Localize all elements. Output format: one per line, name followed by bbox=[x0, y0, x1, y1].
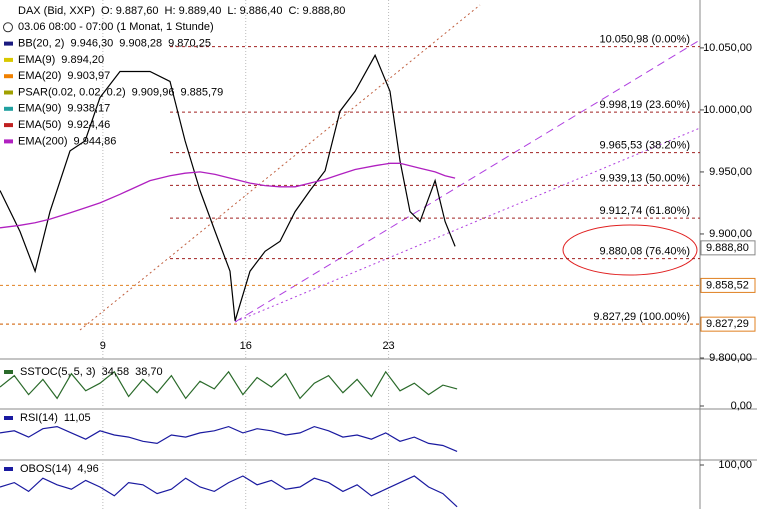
legend-swatch bbox=[4, 74, 13, 79]
trend-lines bbox=[79, 4, 701, 331]
fib-label: 9.827,29 (100.00%) bbox=[593, 311, 690, 323]
title: DAX (Bid, XXP) bbox=[18, 5, 95, 17]
legend-swatch bbox=[4, 57, 13, 62]
legend-swatch bbox=[4, 41, 13, 46]
legend-swatch bbox=[4, 123, 13, 128]
legend-swatch bbox=[4, 106, 13, 111]
highlight-ellipse bbox=[562, 224, 698, 276]
clock-icon bbox=[3, 22, 13, 33]
legend-text: 38,70 bbox=[135, 366, 163, 378]
y-tick-label: 10.000,00 bbox=[703, 104, 752, 116]
price-marker bbox=[700, 277, 756, 293]
y-tick-label: 10.050,00 bbox=[703, 42, 752, 54]
x-tick-label: 16 bbox=[240, 340, 252, 352]
fib-label: 9.912,74 (61.80%) bbox=[599, 205, 690, 217]
fib-label: 9.880,08 (76.40%) bbox=[599, 246, 690, 258]
legend-swatch bbox=[4, 90, 13, 95]
reading: L: 9.886,40 bbox=[227, 5, 282, 17]
legend-text: 9.924,46 bbox=[67, 119, 110, 131]
legend-text: RSI(14) bbox=[20, 412, 58, 424]
legend-text: 9.870,25 bbox=[168, 38, 211, 50]
legend-text: 9.944,86 bbox=[74, 135, 117, 147]
legend-text: EMA(9) bbox=[18, 54, 55, 66]
legend-swatch bbox=[4, 139, 13, 144]
line-series bbox=[0, 370, 458, 400]
y-tick-label: 0,00 bbox=[731, 400, 752, 412]
legend-text: 9.946,30 bbox=[70, 38, 113, 50]
reading: C: 9.888,80 bbox=[288, 5, 345, 17]
fib-label: 10.050,98 (0.00%) bbox=[599, 34, 690, 46]
legend-text: EMA(90) bbox=[18, 103, 61, 115]
legend-swatch bbox=[4, 416, 13, 420]
fib-label: 9.939,13 (50.00%) bbox=[599, 172, 690, 184]
legend-swatch bbox=[4, 370, 13, 374]
legend-text: 9.885,79 bbox=[180, 86, 223, 98]
line-series bbox=[0, 425, 458, 452]
legend-text: 9.908,28 bbox=[119, 38, 162, 50]
price-marker-label: 9.827,29 bbox=[706, 318, 749, 330]
line-series bbox=[0, 53, 456, 321]
price-marker-label: 9.888,80 bbox=[706, 242, 749, 254]
legend-text: EMA(20) bbox=[18, 70, 61, 82]
legend-text: 11,05 bbox=[64, 412, 91, 424]
fib-label: 9.998,19 (23.60%) bbox=[599, 99, 690, 111]
legend-text: 9.938,17 bbox=[67, 103, 110, 115]
legend-text: OBOS(14) bbox=[20, 463, 71, 475]
reading: O: 9.887,60 bbox=[101, 5, 159, 17]
line-series bbox=[0, 162, 456, 229]
legend-text: EMA(200) bbox=[18, 135, 68, 147]
price-marker bbox=[700, 240, 756, 256]
y-tick-label: 9.800,00 bbox=[709, 352, 752, 364]
price-marker-label: 9.858,52 bbox=[706, 279, 749, 291]
legend-text: 9.894,20 bbox=[61, 54, 104, 66]
y-tick-label: 9.900,00 bbox=[709, 228, 752, 240]
trend-line bbox=[234, 127, 701, 323]
y-tick-label: 9.950,00 bbox=[709, 166, 752, 178]
price-marker bbox=[700, 316, 756, 332]
reading: H: 9.889,40 bbox=[165, 5, 222, 17]
fib-label: 9.965,53 (38.20%) bbox=[599, 140, 690, 152]
legend-swatch bbox=[4, 467, 13, 471]
legend-text: 4,96 bbox=[77, 463, 98, 475]
legend-text: BB(20, 2) bbox=[18, 38, 64, 50]
trend-line bbox=[79, 4, 481, 331]
line-series bbox=[0, 475, 458, 508]
y-tick-label: 100,00 bbox=[718, 459, 752, 471]
legend-text: EMA(50) bbox=[18, 119, 61, 131]
legend-text: PSAR(0.02, 0.02, 0.2) bbox=[18, 86, 126, 98]
legend-text: 34,58 bbox=[102, 366, 130, 378]
subtitle: 03.06 08:00 - 07:00 (1 Monat, 1 Stunde) bbox=[18, 21, 214, 33]
x-tick-label: 9 bbox=[100, 340, 106, 352]
legend-text: SSTOC(5, 5, 3) bbox=[20, 366, 96, 378]
x-tick-label: 23 bbox=[382, 340, 394, 352]
legend-text: 9.903,97 bbox=[67, 70, 110, 82]
legend-text: 9.909,96 bbox=[132, 86, 175, 98]
